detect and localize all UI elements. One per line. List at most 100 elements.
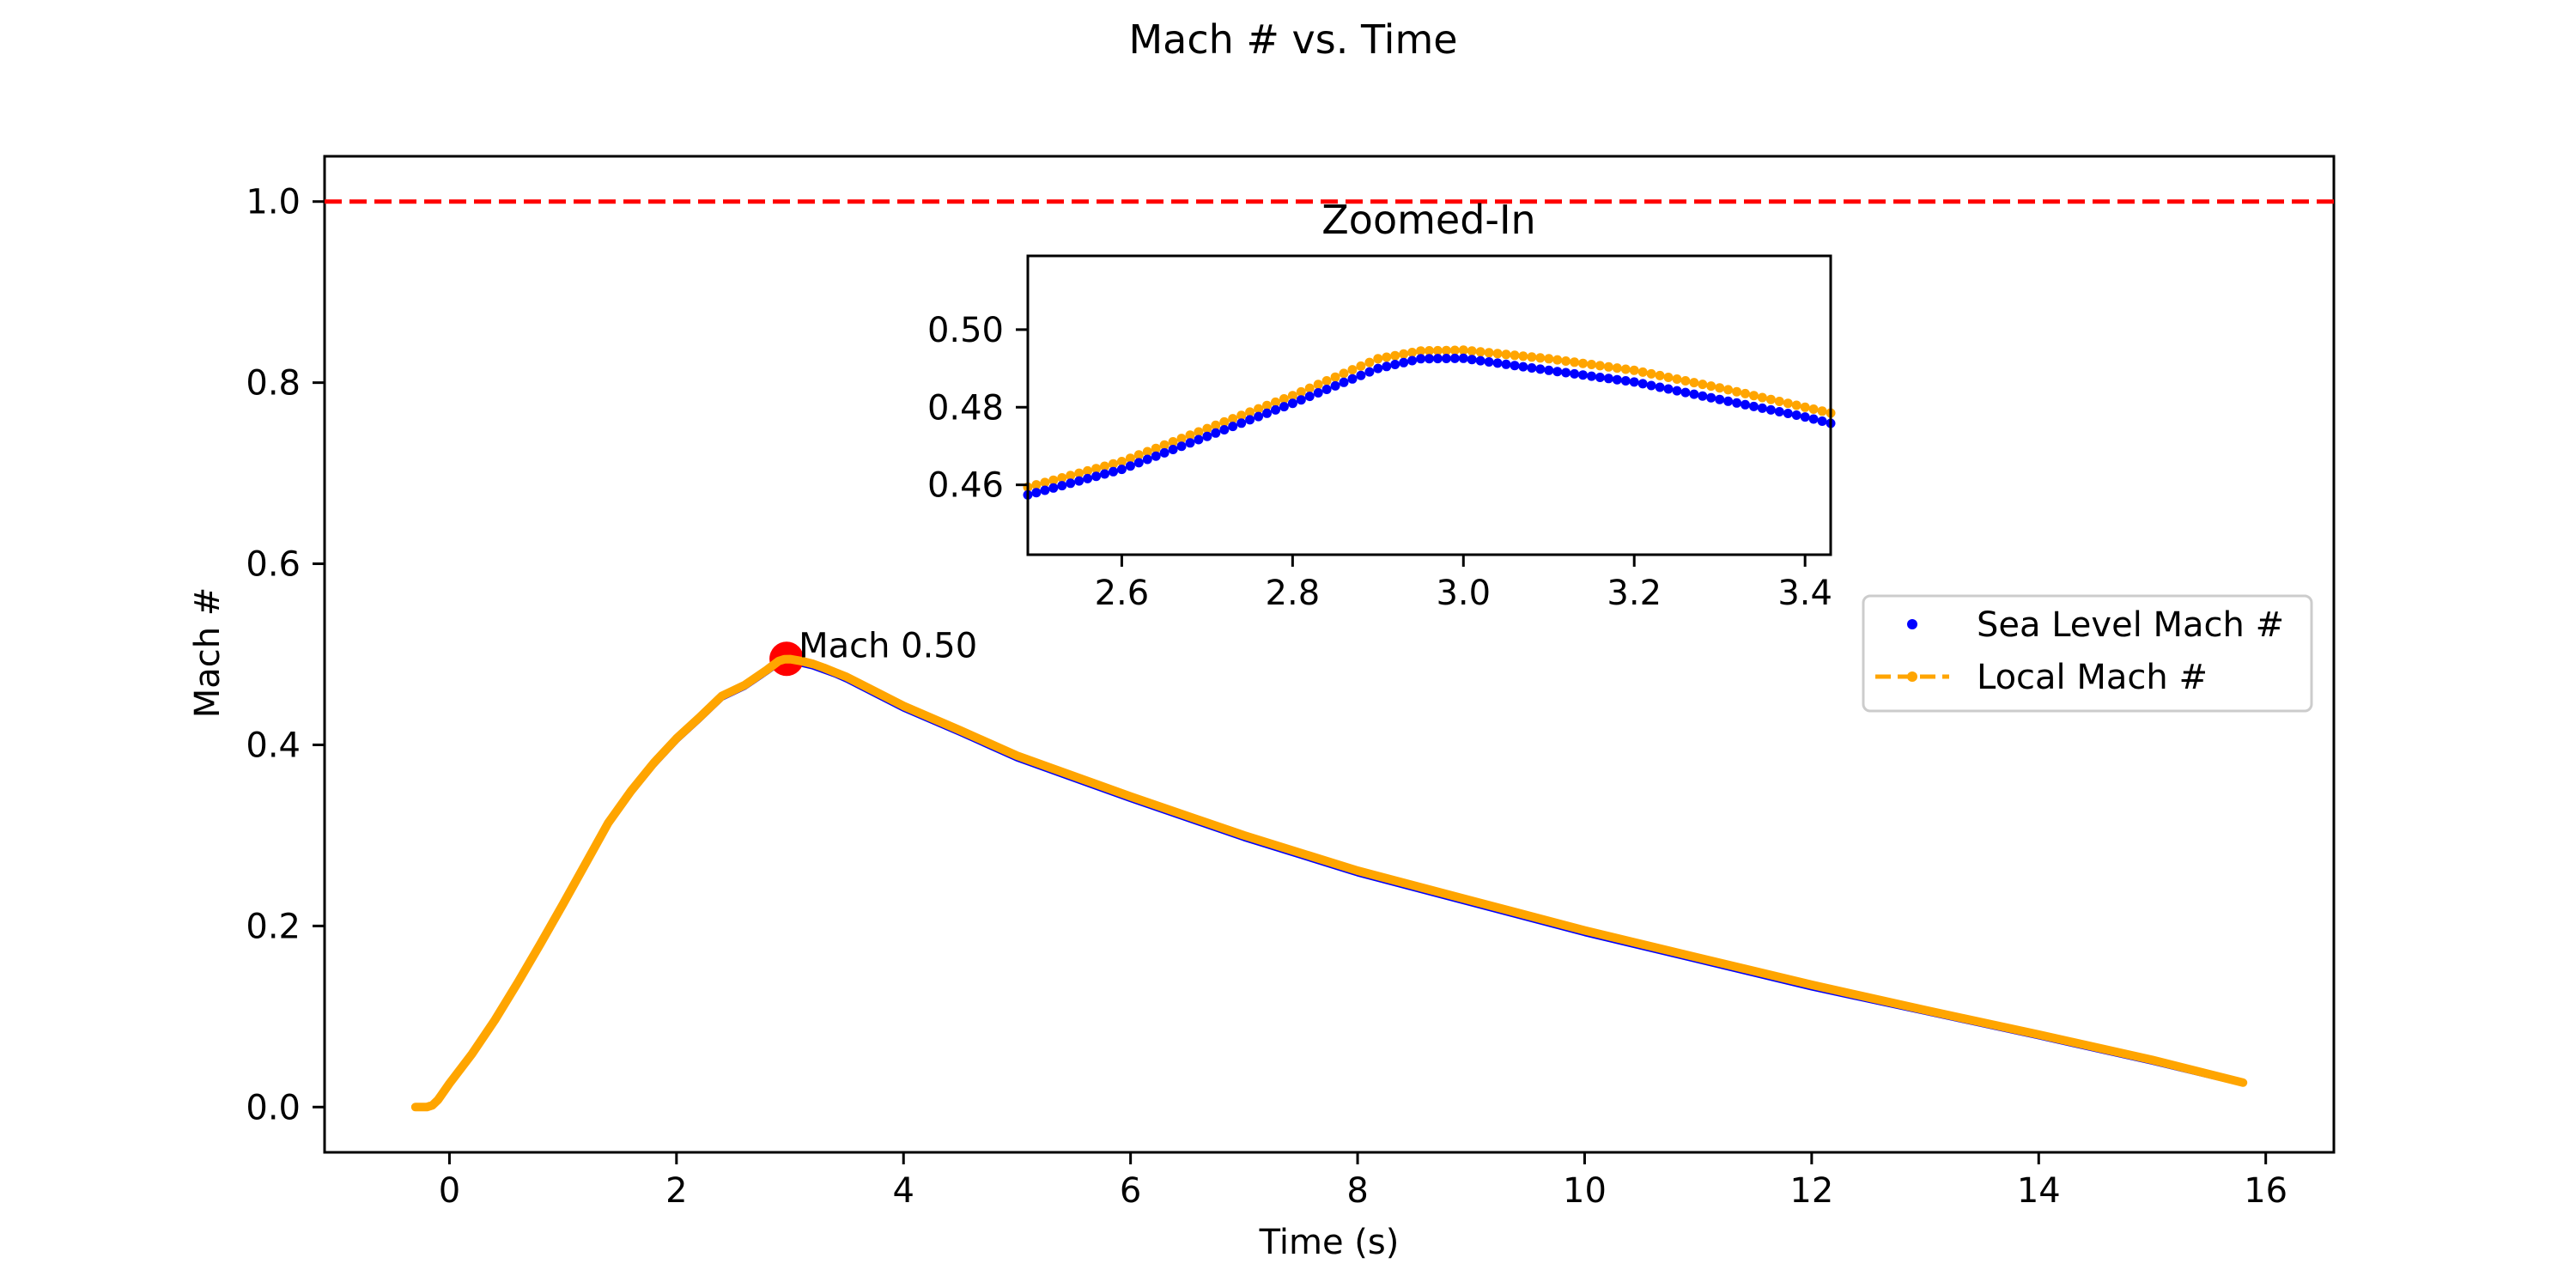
main-x-ticks: 0 2 4 6 8 10 12 14 16 xyxy=(439,1152,2287,1211)
inset-point-sea-level xyxy=(1142,454,1152,465)
inset-point-sea-level xyxy=(1570,368,1580,379)
inset-point-sea-level xyxy=(1492,358,1503,368)
inset-point-local xyxy=(1202,423,1212,434)
inset-point-sea-level xyxy=(1373,363,1383,374)
inset-point-sea-level xyxy=(1587,371,1596,381)
inset-point-local xyxy=(1074,468,1084,478)
inset-point-local xyxy=(1339,368,1349,379)
inset-point-local xyxy=(1356,361,1366,371)
inset-point-sea-level xyxy=(1066,478,1076,489)
inset-point-local xyxy=(1100,461,1109,471)
inset-point-local xyxy=(1595,361,1605,371)
x-axis-label: Time (s) xyxy=(1259,1223,1400,1262)
x-tick-label: 6 xyxy=(1120,1171,1141,1211)
peak-annotation-group: Mach 0.50 xyxy=(762,626,977,677)
y-tick-label: 0.0 xyxy=(246,1088,301,1127)
x-tick-label: 12 xyxy=(1789,1171,1833,1211)
inset-point-sea-level xyxy=(1774,407,1784,416)
inset-point-sea-level xyxy=(1501,359,1511,369)
inset-point-local xyxy=(1612,363,1622,374)
inset-axes-frame xyxy=(1026,254,1832,556)
inset-point-local xyxy=(1441,345,1451,355)
inset-point-local xyxy=(1116,457,1127,466)
inset-point-sea-level xyxy=(1680,387,1691,398)
inset-point-sea-level xyxy=(1330,380,1340,391)
inset-point-local xyxy=(1432,345,1443,355)
inset-point-sea-level xyxy=(1663,384,1674,394)
inset-title: Zoomed-In xyxy=(1321,197,1535,243)
inset-point-local xyxy=(1723,385,1734,395)
inset-point-sea-level xyxy=(1791,410,1801,420)
inset-point-sea-level xyxy=(1347,374,1358,384)
inset-point-sea-level xyxy=(1425,354,1434,364)
x-tick-label: 4 xyxy=(893,1171,914,1211)
inset-point-sea-level xyxy=(1458,353,1468,363)
inset-y-tick-label: 0.46 xyxy=(927,466,1004,506)
inset-y-tick-label: 0.50 xyxy=(927,311,1004,350)
inset-point-local xyxy=(1698,380,1708,390)
inset-point-local xyxy=(1492,349,1503,359)
inset-point-sea-level xyxy=(1612,374,1622,385)
inset-x-tick-label: 3.4 xyxy=(1777,574,1832,613)
y-tick-label: 1.0 xyxy=(246,183,301,222)
inset-point-local xyxy=(1637,367,1648,377)
inset-point-local xyxy=(1715,383,1725,393)
inset-point-local xyxy=(1663,373,1674,382)
inset-point-sea-level xyxy=(1125,461,1135,471)
inset-point-local xyxy=(1518,351,1528,361)
inset-point-local xyxy=(1245,407,1255,417)
inset-point-sea-level xyxy=(1382,361,1392,372)
inset-point-local xyxy=(1142,447,1152,457)
inset-plot-area: 2.6 2.8 3.0 3.2 3.4 0.46 0.48 0.50 Zoomed-In xyxy=(927,197,1836,613)
inset-point-sea-level xyxy=(1706,392,1716,403)
inset-point-sea-level xyxy=(1321,385,1332,394)
inset-point-local xyxy=(1732,386,1742,397)
inset-point-sea-level xyxy=(1271,404,1280,415)
inset-point-sea-level xyxy=(1723,396,1734,406)
inset-x-tick-label: 3.2 xyxy=(1607,574,1662,613)
inset-point-sea-level xyxy=(1595,373,1605,382)
inset-point-local xyxy=(1561,356,1571,366)
inset-point-sea-level xyxy=(1304,392,1315,402)
inset-point-sea-level xyxy=(1057,481,1067,491)
inset-point-local xyxy=(1749,391,1759,401)
inset-x-tick-label: 3.0 xyxy=(1436,574,1491,613)
inset-point-sea-level xyxy=(1287,398,1297,409)
inset-point-local xyxy=(1296,386,1306,397)
x-tick-label: 0 xyxy=(439,1171,460,1211)
inset-point-sea-level xyxy=(1655,382,1665,392)
inset-point-local xyxy=(1048,475,1059,485)
inset-point-sea-level xyxy=(1356,370,1366,380)
inset-point-local xyxy=(1458,345,1468,355)
legend: Sea Level Mach # Local Mach # xyxy=(1862,594,2313,713)
inset-point-sea-level xyxy=(1185,438,1195,448)
inset-point-local xyxy=(1330,372,1340,382)
inset-point-local xyxy=(1133,450,1144,460)
inset-point-local xyxy=(1219,416,1230,427)
inset-point-sea-level xyxy=(1313,388,1323,398)
inset-point-sea-level xyxy=(1535,364,1546,374)
inset-point-sea-level xyxy=(1715,394,1725,404)
inset-point-local xyxy=(1254,404,1264,414)
inset-point-local xyxy=(1031,480,1042,490)
inset-point-local xyxy=(1484,348,1494,358)
inset-point-sea-level xyxy=(1527,363,1537,373)
inset-point-sea-level xyxy=(1279,402,1289,412)
inset-point-sea-level xyxy=(1262,408,1272,418)
inset-point-sea-level xyxy=(1689,389,1699,399)
inset-point-local xyxy=(1407,348,1418,357)
inset-point-local xyxy=(1125,453,1135,464)
inset-point-sea-level xyxy=(1432,354,1443,364)
inset-point-sea-level xyxy=(1475,355,1485,366)
main-axes-frame xyxy=(323,155,2336,1154)
inset-point-local xyxy=(1655,370,1665,380)
inset-point-local xyxy=(1304,383,1315,393)
x-tick-label: 8 xyxy=(1346,1171,1368,1211)
y-axis-label: Mach # xyxy=(188,587,228,719)
inset-point-local xyxy=(1774,397,1784,406)
inset-x-ticks: 2.6 2.8 3.0 3.2 3.4 xyxy=(1095,555,1832,613)
inset-point-local xyxy=(1757,392,1767,403)
inset-point-sea-level xyxy=(1741,399,1750,410)
inset-point-local xyxy=(1680,376,1691,386)
inset-y-ticks: 0.46 0.48 0.50 xyxy=(927,311,1028,506)
